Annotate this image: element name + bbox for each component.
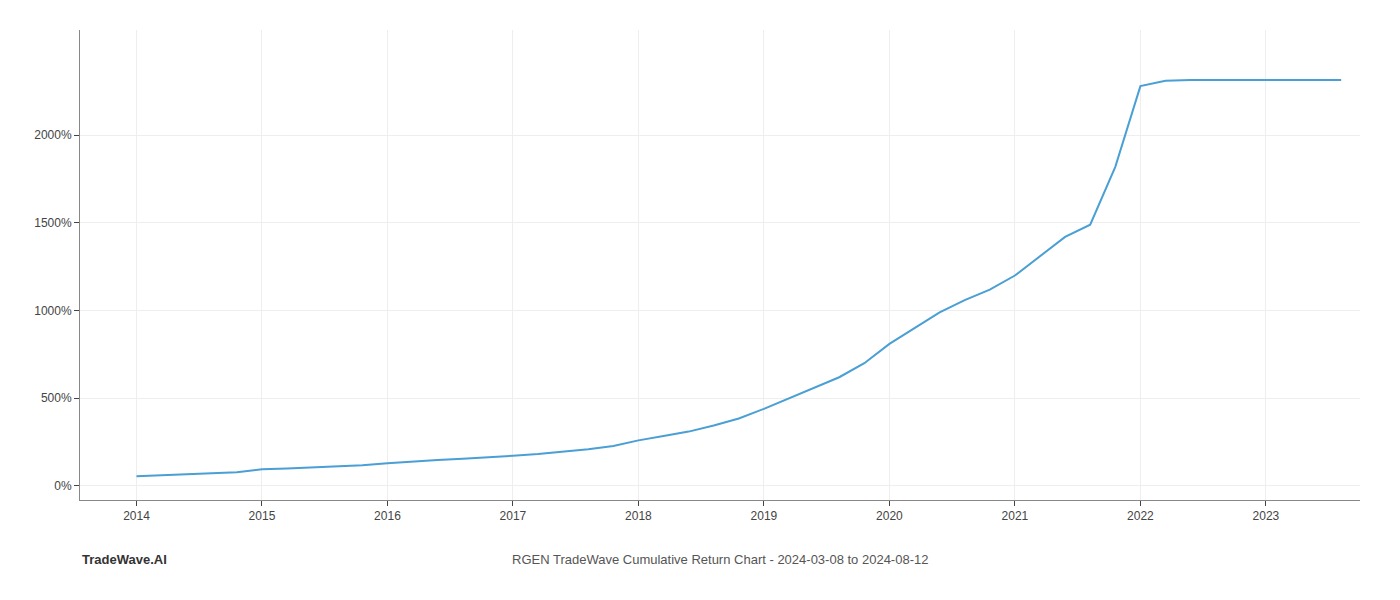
svg-text:TradeWave.AI: TradeWave.AI (82, 552, 167, 567)
svg-text:2016: 2016 (374, 509, 401, 523)
svg-text:1500%: 1500% (34, 216, 72, 230)
svg-text:1000%: 1000% (34, 304, 72, 318)
svg-text:2019: 2019 (751, 509, 778, 523)
svg-text:2022: 2022 (1127, 509, 1154, 523)
svg-text:RGEN TradeWave Cumulative Retu: RGEN TradeWave Cumulative Return Chart -… (512, 552, 928, 567)
svg-text:2021: 2021 (1002, 509, 1029, 523)
svg-text:2023: 2023 (1253, 509, 1280, 523)
svg-text:500%: 500% (41, 391, 72, 405)
svg-text:2018: 2018 (625, 509, 652, 523)
svg-text:2017: 2017 (500, 509, 527, 523)
svg-text:2020: 2020 (876, 509, 903, 523)
svg-text:0%: 0% (54, 479, 72, 493)
svg-text:2014: 2014 (123, 509, 150, 523)
svg-text:2015: 2015 (249, 509, 276, 523)
svg-text:2000%: 2000% (34, 128, 72, 142)
